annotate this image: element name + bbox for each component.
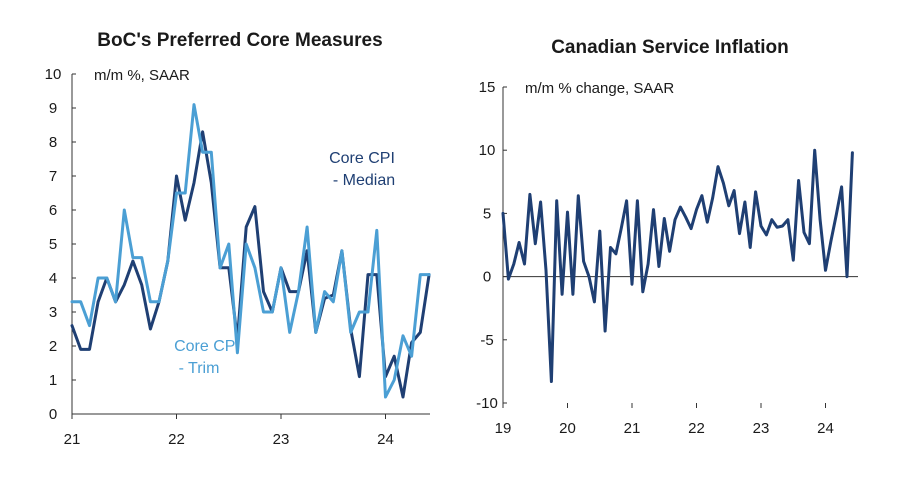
chart-title-service-inflation: Canadian Service Inflation <box>551 37 789 58</box>
y-tick-label: 10 <box>479 142 496 159</box>
y-tick-label: 9 <box>49 100 57 117</box>
x-tick-label: 22 <box>168 431 185 448</box>
y-tick-label: 4 <box>49 270 57 287</box>
right-y-axis-label: m/m % change, SAAR <box>525 80 674 97</box>
x-tick-label: 24 <box>377 431 394 448</box>
x-tick-label: 21 <box>64 431 81 448</box>
service-inflation-chart: -10 -5 0 5 10 15 19 20 21 22 23 24 m/m % change, S… <box>476 79 858 437</box>
x-tick-label: 23 <box>273 431 290 448</box>
y-tick-label: 1 <box>49 372 57 389</box>
x-tick-label: 22 <box>688 420 705 437</box>
y-tick-label: 6 <box>49 202 57 219</box>
y-tick-label: 3 <box>49 304 57 321</box>
x-tick-label: 20 <box>559 420 576 437</box>
y-tick-label: 5 <box>483 205 491 222</box>
left-x-ticks: 21 22 23 24 <box>64 414 394 448</box>
right-y-ticks: -10 -5 0 5 10 15 <box>476 79 507 412</box>
median-label-line2: - Median <box>333 172 395 189</box>
y-tick-label: -10 <box>476 395 498 412</box>
y-tick-label: 8 <box>49 134 57 151</box>
x-tick-label: 21 <box>624 420 641 437</box>
y-tick-label: 2 <box>49 338 57 355</box>
y-tick-label: -5 <box>480 332 493 349</box>
y-tick-label: 10 <box>45 66 62 83</box>
series-line-core-cpi-median <box>70 130 431 399</box>
y-tick-label: 5 <box>49 236 57 253</box>
left-y-axis-label: m/m %, SAAR <box>94 67 190 84</box>
series-line-service-inflation <box>501 148 854 383</box>
y-tick-label: 15 <box>479 79 496 96</box>
right-series <box>501 148 854 383</box>
left-y-ticks: 0 1 2 3 4 5 6 7 8 9 10 <box>45 66 76 423</box>
left-series <box>70 103 431 399</box>
median-label-line1: Core CPI <box>329 150 395 167</box>
trim-label-line2: - Trim <box>179 360 220 377</box>
y-tick-label: 7 <box>49 168 57 185</box>
trim-label-line1: Core CPI <box>174 338 240 355</box>
x-tick-label: 19 <box>495 420 512 437</box>
y-tick-label: 0 <box>49 406 57 423</box>
x-tick-label: 23 <box>753 420 770 437</box>
right-x-ticks: 19 20 21 22 23 24 <box>495 403 834 437</box>
series-line-core-cpi-trim <box>70 103 431 399</box>
y-tick-label: 0 <box>483 269 491 286</box>
x-tick-label: 24 <box>817 420 834 437</box>
chart-title-core-measures: BoC's Preferred Core Measures <box>97 30 383 51</box>
